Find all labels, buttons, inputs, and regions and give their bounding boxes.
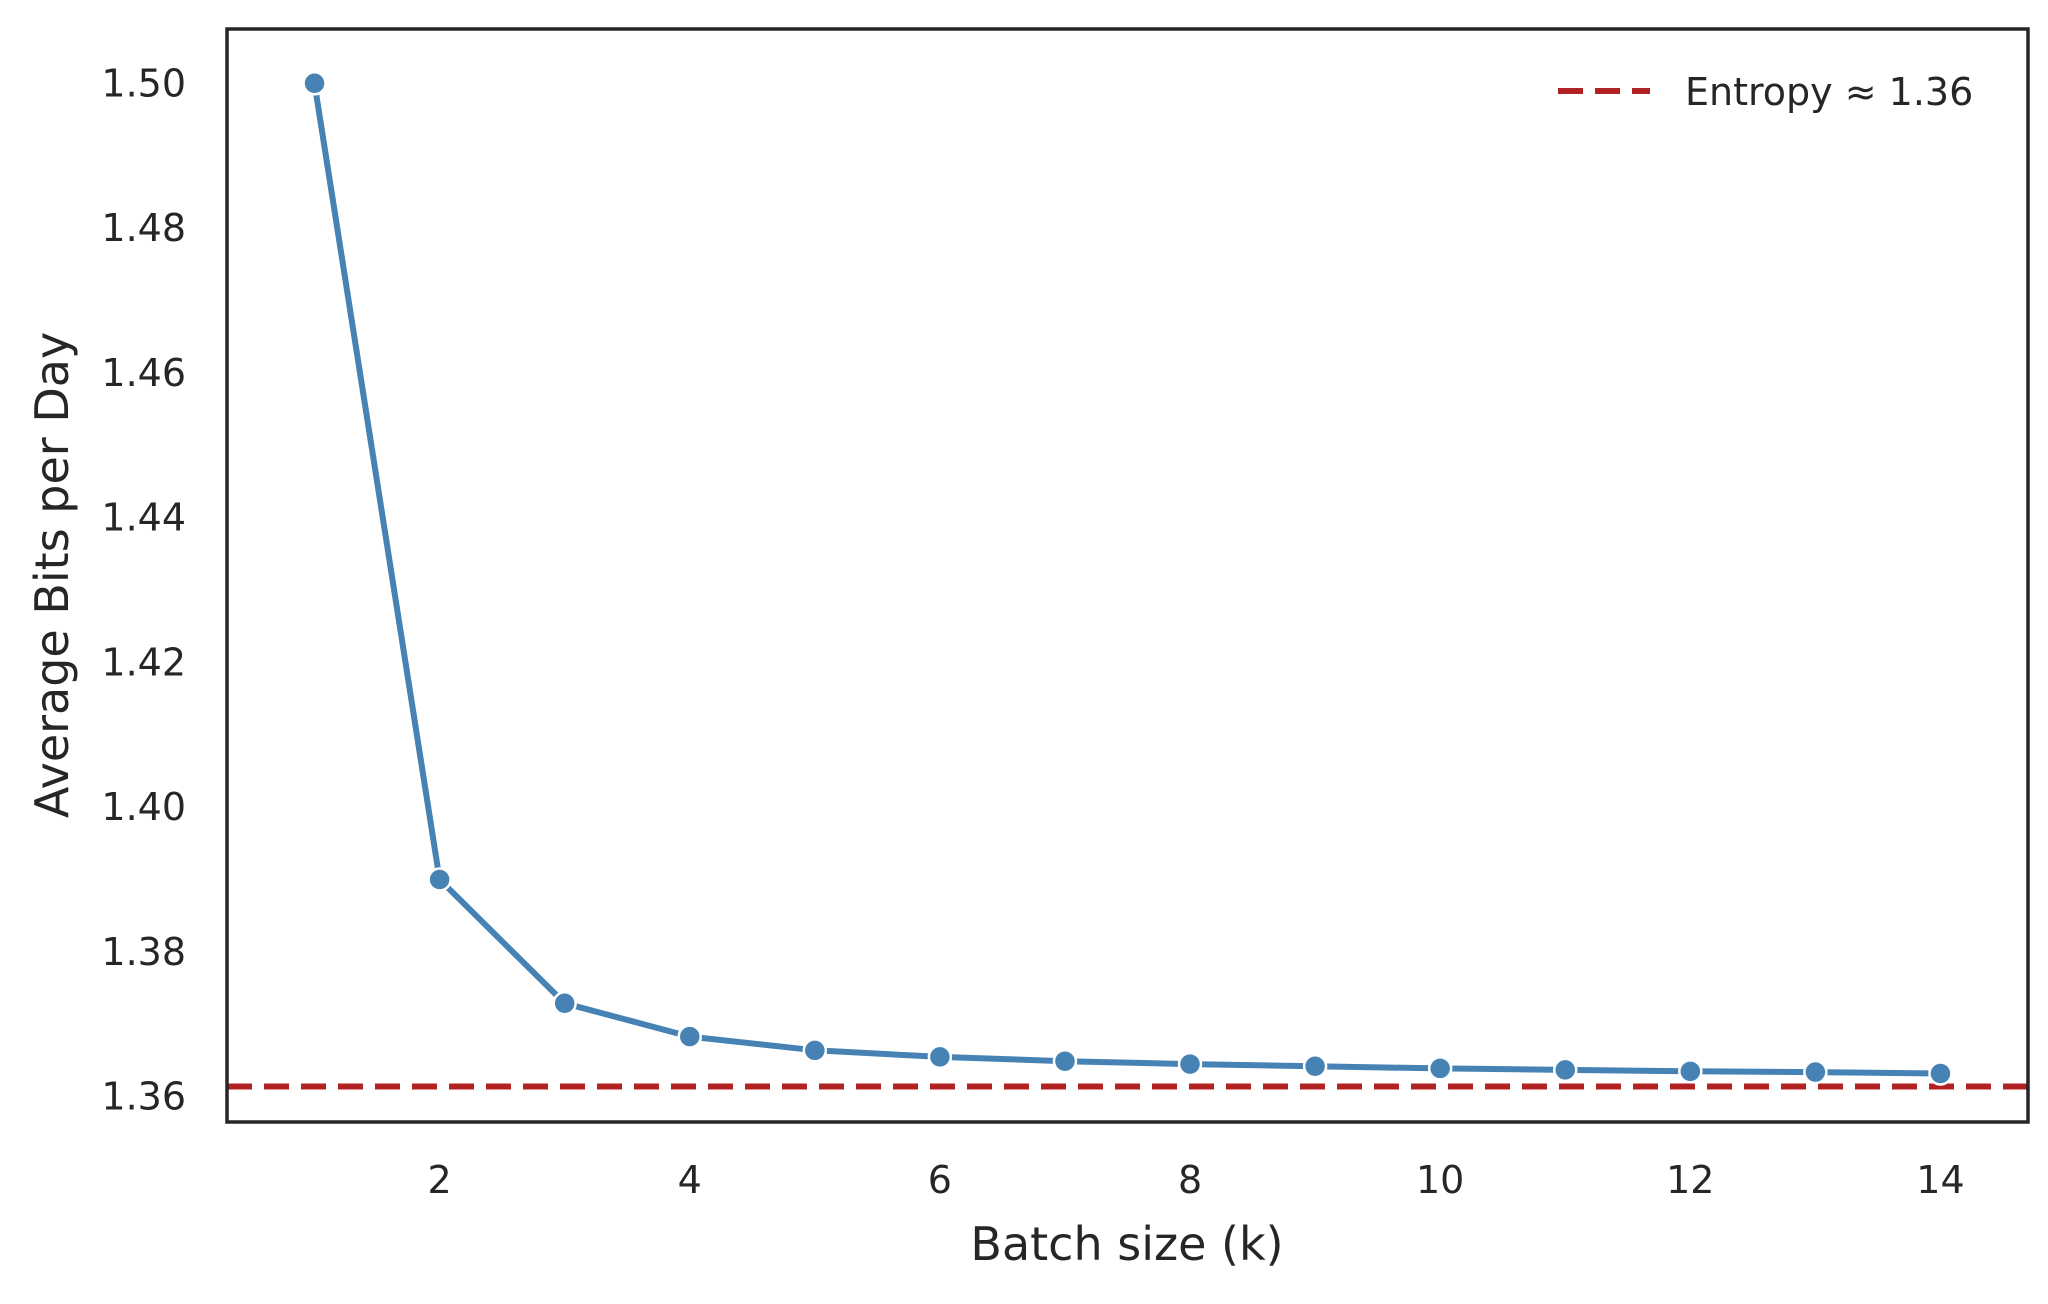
data-point-k13	[1803, 1059, 1828, 1085]
x-tick-label: 4	[678, 1158, 702, 1202]
data-point-k9	[1302, 1054, 1328, 1079]
y-tick-label: 1.38	[101, 930, 186, 974]
legend: Entropy ≈ 1.36	[1558, 70, 1973, 114]
data-point-k5	[802, 1038, 828, 1063]
axes: 2 4 6 8 10 12 14 1.36 1.38 1.40 1.42 1.44 1.46 1.48 1.…	[101, 61, 1964, 1202]
data-point-k7	[1052, 1048, 1078, 1074]
data-point-k12	[1678, 1059, 1703, 1084]
y-tick-label: 1.36	[101, 1075, 186, 1119]
data-point-k2	[427, 867, 452, 892]
x-tick-label: 6	[928, 1158, 952, 1202]
data-point-k4	[677, 1024, 703, 1049]
plot-area	[227, 71, 2028, 1090]
y-tick-label: 1.48	[101, 206, 186, 250]
plot-frame	[225, 27, 2030, 1124]
x-tick-label: 8	[1178, 1158, 1202, 1202]
x-axis-title: Batch size (k)	[970, 1217, 1283, 1271]
data-point-k6	[927, 1044, 953, 1070]
data-point-k11	[1552, 1057, 1578, 1083]
y-tick-label: 1.42	[101, 640, 186, 684]
data-point-k14	[1928, 1061, 1953, 1086]
y-tick-label: 1.40	[101, 785, 186, 829]
y-axis-title: Average Bits per Day	[25, 332, 79, 818]
data-point-k8	[1177, 1051, 1203, 1077]
x-tick-label: 12	[1666, 1158, 1714, 1202]
x-tick-label: 14	[1916, 1158, 1964, 1202]
y-tick-label: 1.50	[101, 61, 186, 105]
data-point-k1	[302, 71, 327, 96]
x-tick-label: 10	[1416, 1158, 1464, 1202]
data-point-k3	[552, 991, 577, 1016]
y-tick-label: 1.46	[101, 351, 186, 395]
series-line	[311, 80, 1944, 1077]
x-tick-label: 2	[428, 1158, 452, 1202]
y-tick-label: 1.44	[101, 496, 186, 540]
legend-label-entropy: Entropy ≈ 1.36	[1685, 70, 1973, 114]
data-point-k10	[1427, 1056, 1453, 1081]
